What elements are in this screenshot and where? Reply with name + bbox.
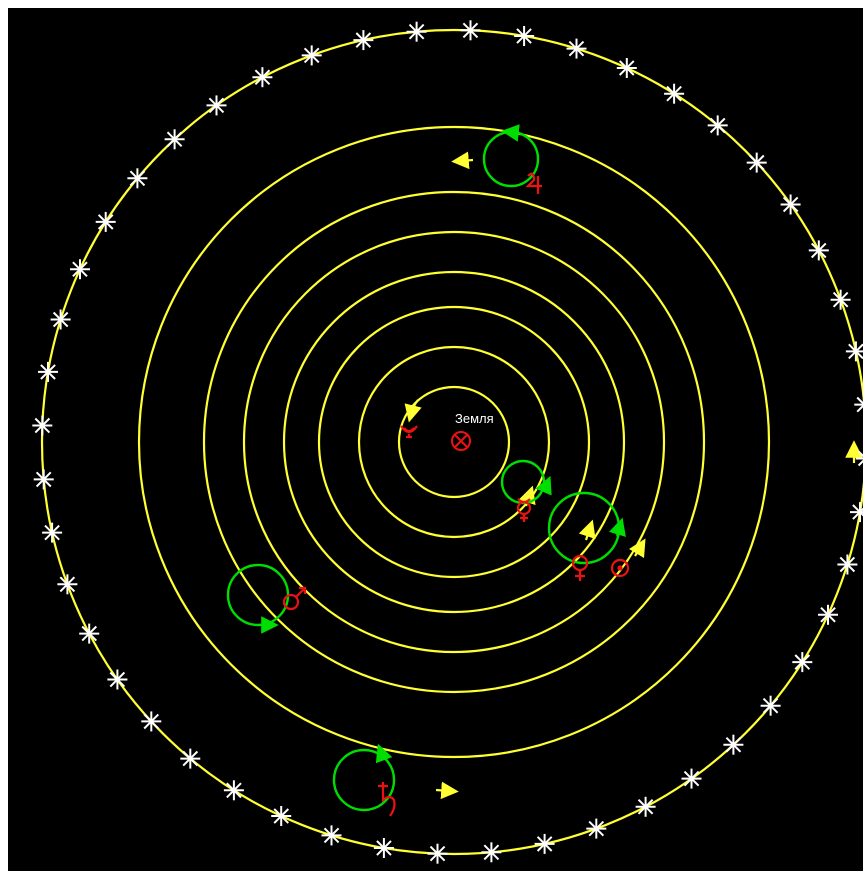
fixed-star-icon: [460, 20, 481, 41]
deferent-orbits: [41, 29, 863, 855]
fixed-star-icon: [127, 168, 148, 189]
arrow-saturn: [435, 781, 459, 800]
mars-icon: [282, 586, 307, 611]
epicycle-arrow-mercury: [535, 475, 552, 496]
epicycle-arrow-saturn: [375, 743, 393, 764]
epicycle-mars: [226, 563, 290, 627]
jupiter-icon: [525, 172, 542, 194]
orbit-sun: [282, 270, 626, 614]
fixed-star-icon: [373, 838, 394, 858]
fixed-star-icon: [79, 623, 100, 644]
fixed-star-icon: [223, 780, 244, 801]
saturn-icon: [378, 782, 396, 817]
arrow-sun: [628, 538, 646, 559]
fixed-star-icon: [95, 211, 116, 232]
fixed-star-icon: [845, 341, 863, 362]
fixed-star-icon: [760, 695, 781, 716]
fixed-star-icon: [33, 469, 54, 490]
orbit-saturn: [137, 125, 771, 759]
deferent-arrows: [404, 151, 863, 800]
fixed-star-icon: [481, 842, 502, 863]
earth-cross: [454, 434, 468, 448]
venus-icon: [571, 554, 589, 581]
fixed-star-icon: [792, 652, 813, 673]
epicycle-arrow-venus: [609, 517, 626, 537]
fixed-star-icon: [38, 361, 58, 382]
fixed-star-icon: [664, 83, 685, 104]
fixed-star-icon: [427, 843, 448, 864]
earth-icon: [451, 431, 471, 451]
sun-icon: [610, 558, 630, 578]
fixed-star-icon: [321, 825, 342, 846]
fixed-star-icon: [57, 574, 78, 595]
epicycle-arrows: [260, 124, 626, 764]
fixed-star-icon: [780, 194, 801, 215]
orbit-fixed-stars: [41, 29, 863, 855]
fixed-star-icon: [164, 129, 185, 150]
fixed-star-icon: [534, 833, 555, 854]
fixed-star-icon: [830, 289, 851, 310]
fixed-star-icon: [837, 554, 858, 575]
orbit-mars: [242, 230, 666, 654]
fixed-star-icon: [818, 604, 838, 625]
fixed-star-icon: [514, 26, 535, 46]
mercury-icon: [516, 498, 532, 522]
epicycle-mercury: [500, 459, 546, 505]
orbit-mercury: [357, 345, 551, 539]
orbit-venus: [317, 305, 591, 579]
fixed-star-icon: [42, 522, 63, 543]
fixed-star-icon: [616, 58, 637, 78]
fixed-star-icon: [406, 21, 427, 42]
epicycle-arrow-jupiter: [501, 124, 520, 142]
earth: Земля: [451, 411, 494, 451]
fixed-star-icon: [107, 669, 128, 690]
fixed-star-icon: [70, 259, 90, 280]
fixed-star-icon: [141, 711, 162, 732]
fixed-star-icon: [855, 450, 863, 467]
fixed-star-icon: [206, 95, 227, 116]
fixed-star-icon: [252, 67, 273, 88]
fixed-star-icon: [854, 396, 863, 413]
fixed-star-icon: [635, 796, 656, 817]
fixed-star-icon: [271, 806, 292, 826]
arrow-jupiter: [451, 151, 474, 170]
diagram-canvas: Земля: [8, 8, 863, 871]
fixed-star-icon: [707, 115, 728, 136]
fixed-star-icon: [50, 309, 71, 330]
arrow-venus: [578, 519, 596, 541]
fixed-star-icon: [681, 768, 702, 789]
fixed-star-icon: [180, 748, 201, 769]
fixed-star-icon: [32, 415, 53, 436]
orbit-jupiter: [202, 190, 706, 694]
fixed-star-icon: [586, 818, 607, 839]
moon-icon: [400, 425, 418, 439]
fixed-star-icon: [566, 38, 587, 59]
fixed-star-icon: [850, 502, 863, 523]
epicycle-saturn: [332, 748, 396, 812]
fixed-star-icon: [808, 240, 829, 261]
planet-symbols: [282, 172, 630, 817]
fixed-star-icon: [723, 734, 744, 755]
fixed-star-icon: [353, 30, 374, 51]
earth-label: Земля: [455, 411, 494, 426]
fixed-star-icon: [301, 45, 322, 66]
arrow-moon: [404, 399, 422, 423]
geocentric-diagram: Земля: [32, 20, 863, 864]
orbit-moon: [397, 385, 511, 499]
fixed-stars: [32, 20, 863, 864]
epicycle-jupiter: [482, 130, 540, 188]
fixed-star-icon: [746, 152, 767, 173]
